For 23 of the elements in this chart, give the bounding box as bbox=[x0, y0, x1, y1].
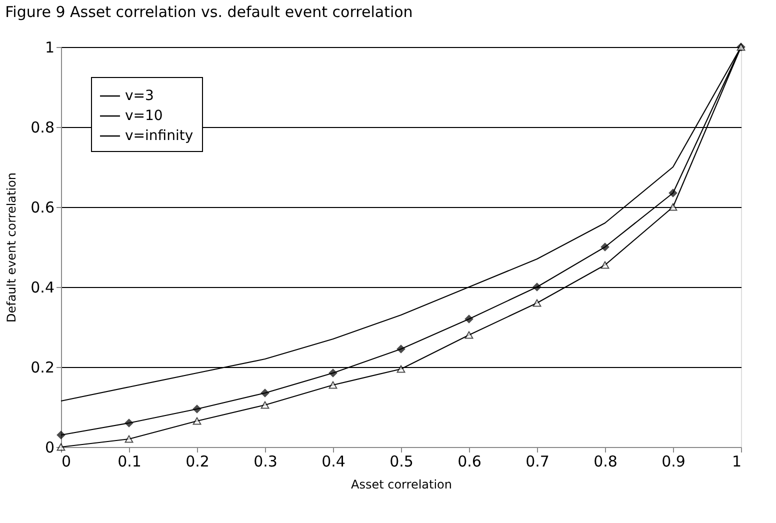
y-tick-label: 0.2 bbox=[30, 358, 54, 376]
y-tick-label: 0 bbox=[44, 438, 54, 456]
x-tick-label: 0.8 bbox=[594, 452, 618, 470]
x-tick-label: 0.4 bbox=[322, 452, 346, 470]
x-tick-label: 0.9 bbox=[662, 452, 686, 470]
y-tick-label: 1 bbox=[44, 38, 54, 56]
x-tick-label: 0.7 bbox=[526, 452, 550, 470]
y-tick-label: 0.8 bbox=[30, 118, 54, 136]
y-tick-label: 0.6 bbox=[30, 198, 54, 216]
legend-label: v=3 bbox=[125, 88, 154, 104]
x-tick-label: 0.3 bbox=[254, 452, 278, 470]
x-tick-label: 0.1 bbox=[118, 452, 142, 470]
chart-title: Figure 9 Asset correlation vs. default event correlation bbox=[5, 3, 413, 21]
x-tick-label: 0.2 bbox=[186, 452, 210, 470]
x-axis-title: Asset correlation bbox=[350, 478, 452, 492]
x-tick-label: 0.5 bbox=[390, 452, 414, 470]
y-tick-label: 0.4 bbox=[30, 278, 54, 296]
x-tick-label: 1 bbox=[732, 452, 742, 470]
x-tick-label: 0.6 bbox=[458, 452, 482, 470]
y-axis-title: Default event correlation bbox=[4, 172, 19, 323]
legend-label: v=infinity bbox=[125, 128, 194, 144]
legend-label: v=10 bbox=[125, 108, 163, 124]
x-tick-label: 0 bbox=[62, 452, 72, 470]
